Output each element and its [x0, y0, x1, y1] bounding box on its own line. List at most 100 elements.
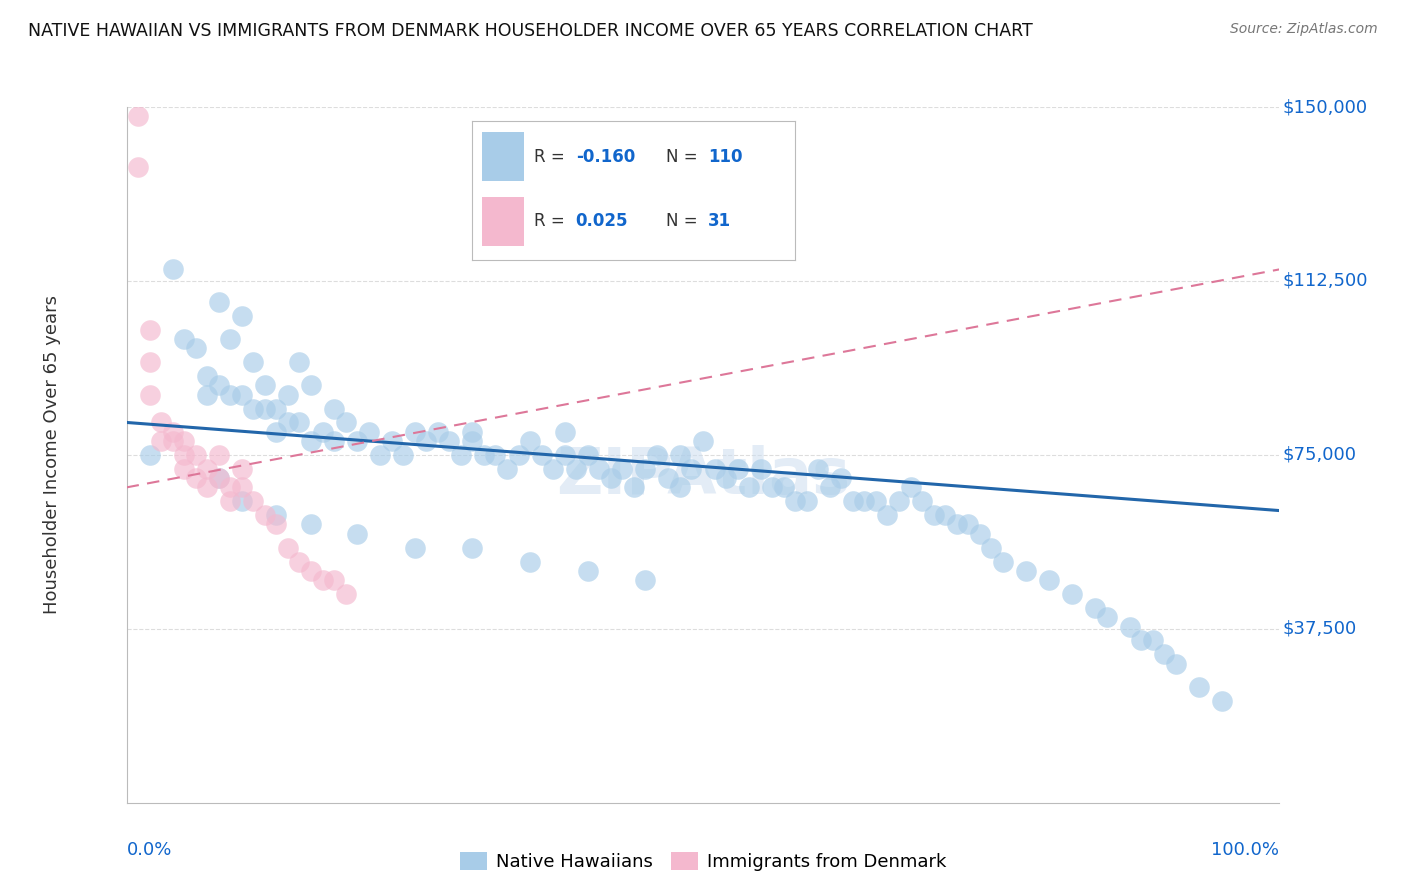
Point [612, 462, 634, 476]
Point [576, 564, 599, 578]
Text: Householder Income Over 65 years: Householder Income Over 65 years [42, 295, 60, 615]
Text: ZIPAtlas: ZIPAtlas [555, 445, 851, 507]
Point [404, 425, 426, 439]
Point [439, 434, 461, 448]
Point [242, 355, 264, 369]
Point [692, 434, 714, 448]
Point [231, 494, 253, 508]
Point [1130, 633, 1153, 648]
Point [231, 462, 253, 476]
Point [911, 494, 934, 508]
Point [299, 564, 322, 578]
Point [738, 480, 761, 494]
Point [299, 517, 322, 532]
Point [368, 448, 391, 462]
Text: $112,500: $112,500 [1282, 272, 1368, 290]
Point [253, 378, 276, 392]
Point [311, 573, 333, 587]
Point [208, 378, 231, 392]
Point [253, 508, 276, 523]
Point [173, 448, 195, 462]
Point [335, 587, 357, 601]
Point [634, 573, 657, 587]
Point [323, 434, 346, 448]
Point [392, 448, 415, 462]
Point [1142, 633, 1164, 648]
Point [830, 471, 852, 485]
Legend: Native Hawaiians, Immigrants from Denmark: Native Hawaiians, Immigrants from Denmar… [453, 845, 953, 879]
Point [127, 161, 149, 175]
Point [231, 309, 253, 323]
Point [472, 448, 495, 462]
Point [277, 541, 299, 555]
Point [461, 541, 484, 555]
Point [150, 416, 173, 430]
Text: Source: ZipAtlas.com: Source: ZipAtlas.com [1230, 22, 1378, 37]
Point [195, 462, 218, 476]
Point [1118, 619, 1140, 633]
Point [588, 462, 610, 476]
Point [288, 355, 311, 369]
Point [138, 448, 160, 462]
Point [266, 401, 288, 416]
Point [162, 262, 184, 277]
Point [681, 462, 703, 476]
Point [299, 434, 322, 448]
Point [1084, 601, 1107, 615]
Point [323, 573, 346, 587]
Point [195, 369, 218, 384]
Point [335, 416, 357, 430]
Point [969, 526, 991, 541]
Point [266, 517, 288, 532]
Text: $75,000: $75,000 [1282, 446, 1357, 464]
Point [219, 332, 242, 346]
Point [184, 341, 207, 355]
Point [634, 462, 657, 476]
Point [242, 494, 264, 508]
Point [749, 462, 772, 476]
Point [208, 294, 231, 309]
Point [404, 541, 426, 555]
Point [208, 471, 231, 485]
Point [761, 480, 783, 494]
Point [323, 401, 346, 416]
Point [496, 462, 519, 476]
Point [772, 480, 794, 494]
Point [623, 480, 645, 494]
Point [277, 416, 299, 430]
Point [669, 480, 692, 494]
Point [645, 448, 668, 462]
Point [807, 462, 830, 476]
Point [277, 387, 299, 401]
Point [599, 471, 621, 485]
Text: 100.0%: 100.0% [1212, 841, 1279, 859]
Point [1060, 587, 1083, 601]
Point [842, 494, 865, 508]
Point [138, 387, 160, 401]
Point [162, 425, 184, 439]
Point [554, 425, 576, 439]
Point [127, 109, 149, 123]
Point [415, 434, 437, 448]
Point [865, 494, 887, 508]
Point [173, 462, 195, 476]
Point [426, 425, 449, 439]
Text: NATIVE HAWAIIAN VS IMMIGRANTS FROM DENMARK HOUSEHOLDER INCOME OVER 65 YEARS CORR: NATIVE HAWAIIAN VS IMMIGRANTS FROM DENMA… [28, 22, 1033, 40]
Point [461, 434, 484, 448]
Point [208, 448, 231, 462]
Point [1038, 573, 1060, 587]
Point [991, 555, 1014, 569]
Point [508, 448, 530, 462]
Point [311, 425, 333, 439]
Point [184, 471, 207, 485]
Point [162, 434, 184, 448]
Point [853, 494, 876, 508]
Point [554, 448, 576, 462]
Point [195, 387, 218, 401]
Point [669, 448, 692, 462]
Point [219, 387, 242, 401]
Point [703, 462, 725, 476]
Point [1164, 657, 1187, 671]
Point [231, 387, 253, 401]
Point [346, 434, 368, 448]
